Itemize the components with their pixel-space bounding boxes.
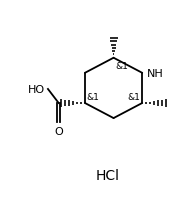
Text: NH: NH [146,68,163,78]
Text: &1: &1 [87,93,100,102]
Text: O: O [54,126,63,136]
Text: HO: HO [28,85,45,95]
Text: &1: &1 [127,93,140,102]
Text: HCl: HCl [96,169,120,183]
Text: &1: &1 [115,62,128,71]
